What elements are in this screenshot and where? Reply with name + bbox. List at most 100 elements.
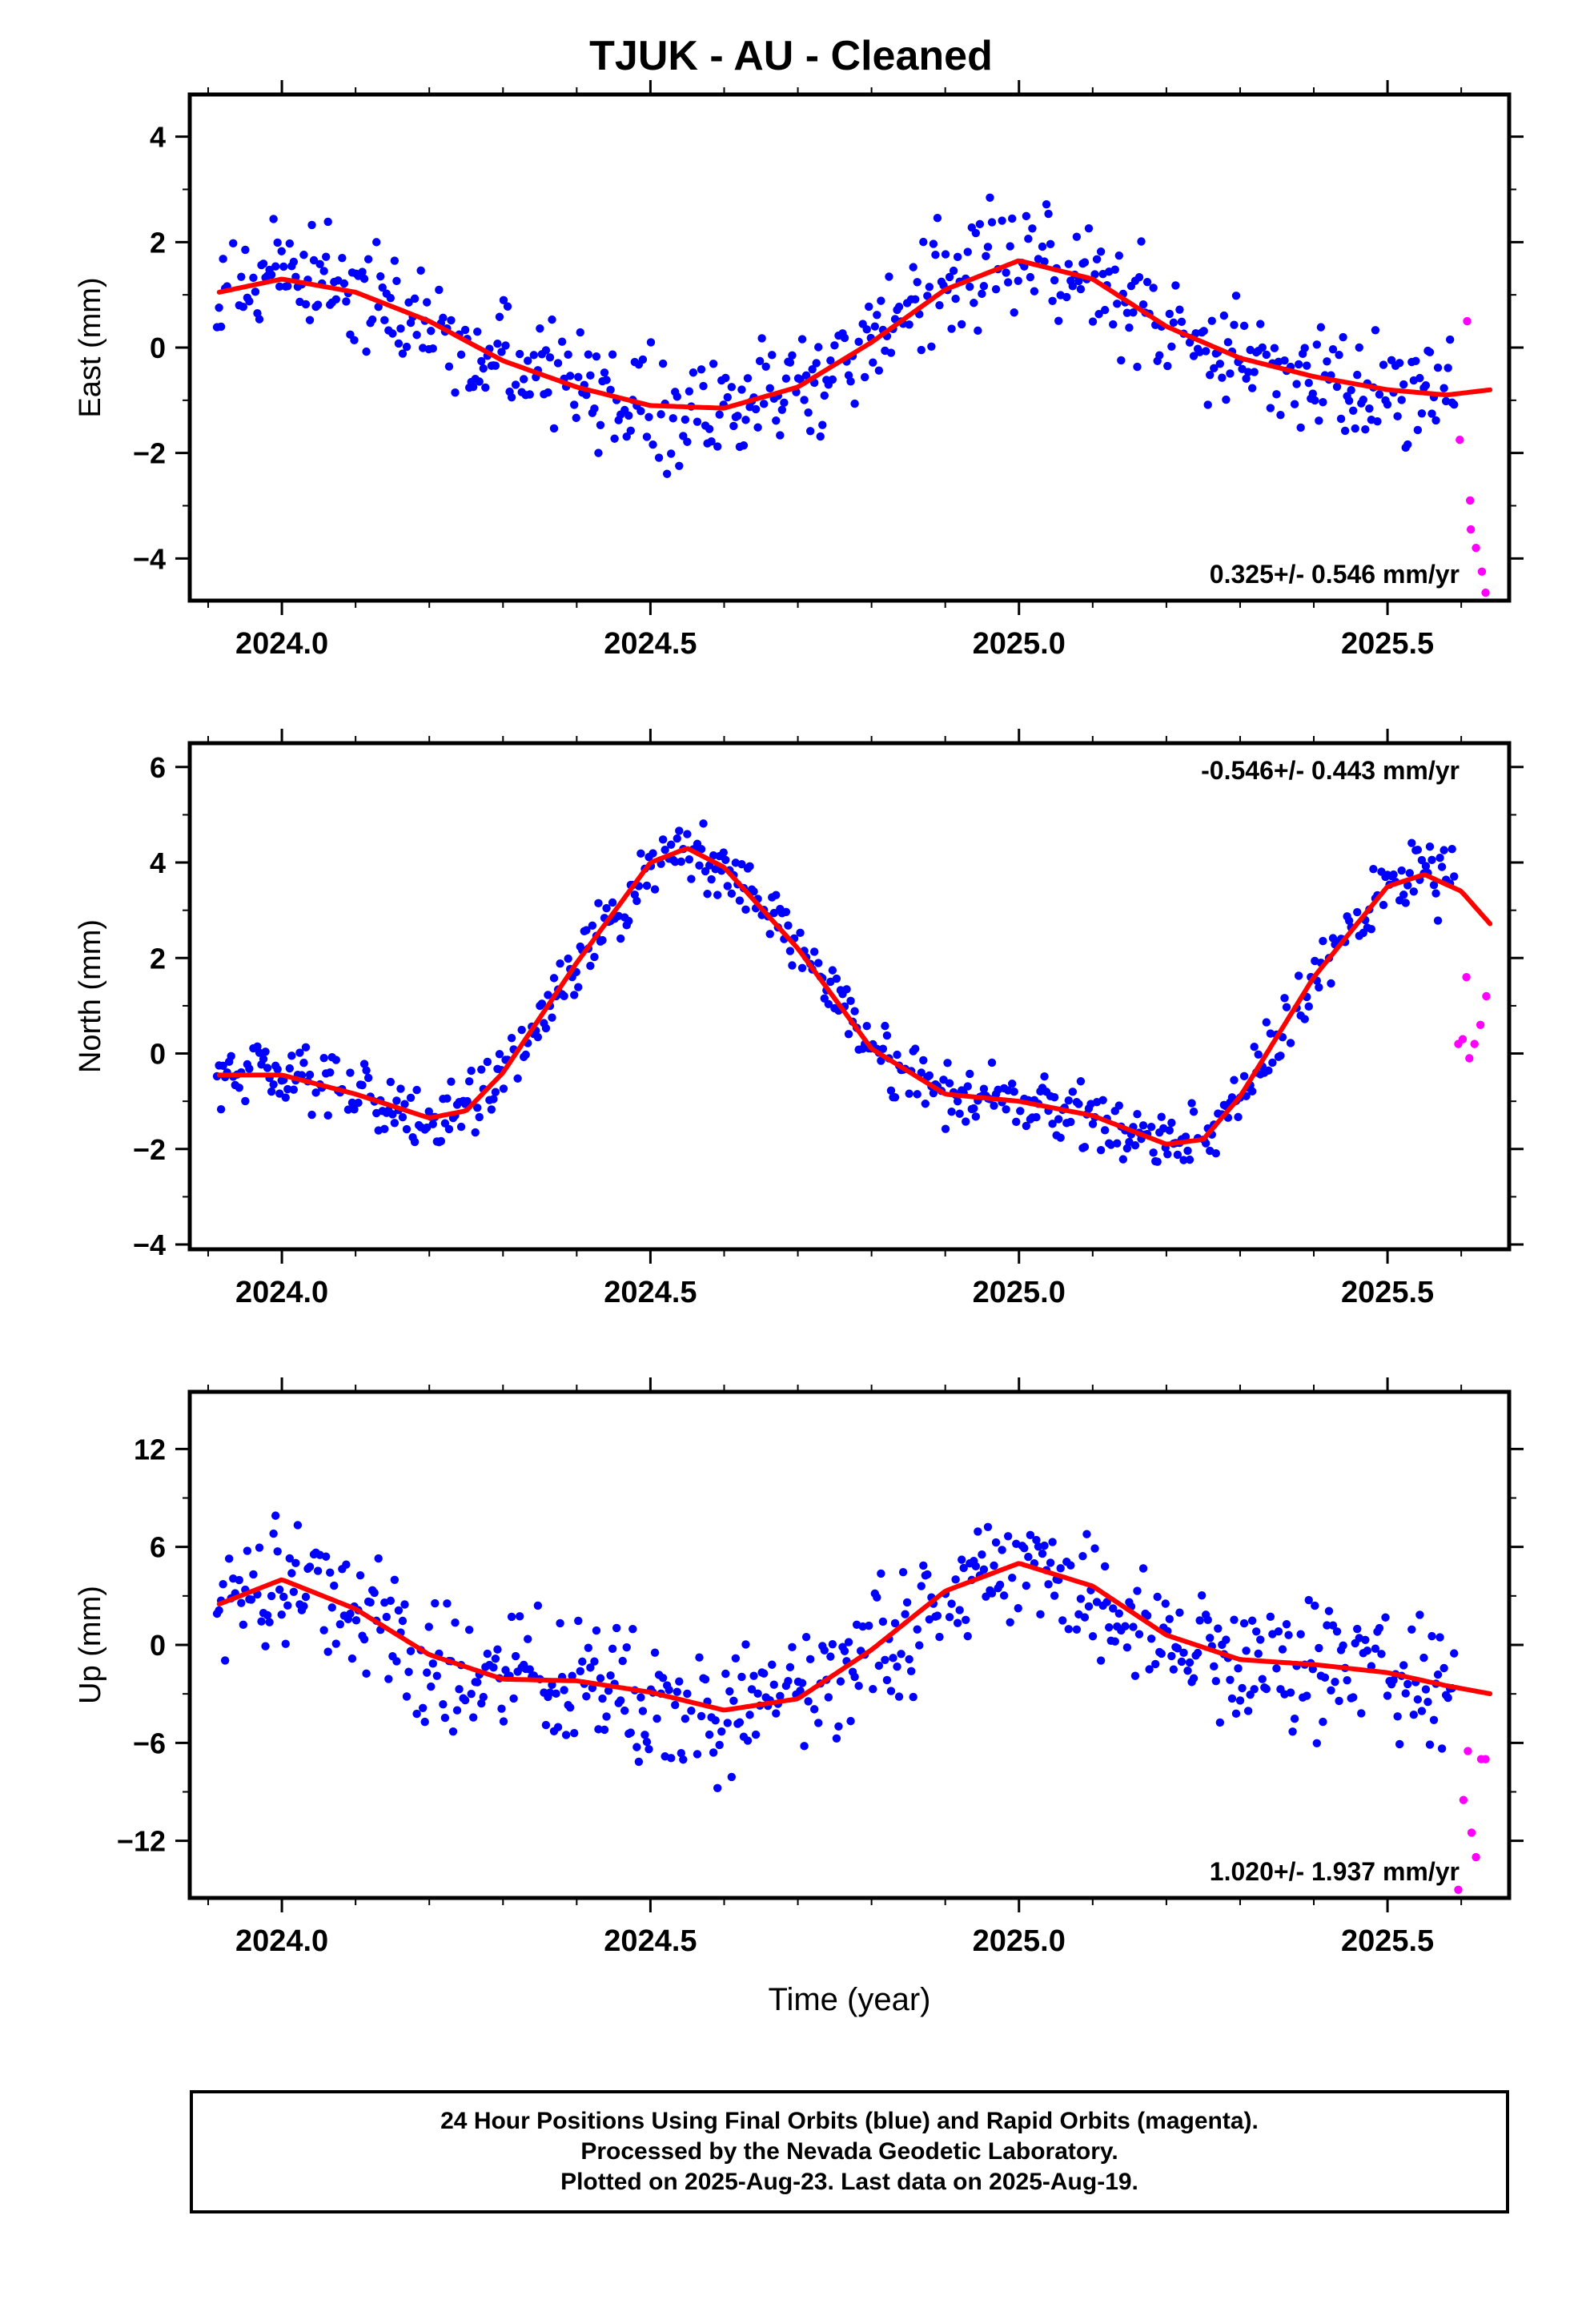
final-orbit-point [574,1616,583,1626]
final-orbit-point [1359,396,1367,404]
final-orbit-point [590,952,599,962]
final-orbit-point [1050,1591,1059,1600]
final-orbit-point [1389,870,1398,879]
final-orbit-point [905,1655,913,1664]
x-tick-label: 2025.0 [973,1924,1066,1958]
final-orbit-point [1068,282,1078,291]
final-orbit-point [428,344,437,353]
final-orbit-point [275,282,284,292]
final-orbit-point [1379,360,1388,369]
final-orbit-point [656,410,665,419]
final-orbit-point [261,1047,270,1056]
final-orbit-point [545,353,555,362]
final-orbit-point [1435,1633,1444,1642]
final-orbit-point [805,1655,815,1664]
final-orbit-point [665,1686,673,1695]
final-orbit-point [1304,379,1313,388]
final-orbit-point [224,1554,234,1563]
final-orbit-point [788,351,797,360]
final-orbit-point [874,366,884,375]
final-orbit-point [594,1725,603,1734]
final-orbit-point [741,1640,750,1649]
final-orbit-point [1044,209,1053,219]
final-orbit-point [1375,390,1384,399]
final-orbit-point [388,329,397,338]
final-orbit-point [1381,1613,1390,1622]
final-orbit-point [382,1612,391,1622]
final-orbit-point [289,257,299,267]
final-orbit-point [886,348,896,357]
final-orbit-point [586,961,595,971]
final-orbit-point [1425,1740,1435,1749]
final-orbit-point [380,1124,389,1133]
final-orbit-point [1185,1155,1195,1164]
final-orbit-point [572,413,580,423]
final-orbit-point [991,1538,1001,1547]
final-orbit-point [963,1631,972,1641]
final-orbit-point [642,432,652,441]
final-orbit-point [1319,398,1327,407]
final-orbit-point [1266,404,1275,412]
final-orbit-point [646,338,656,347]
final-orbit-point [1296,1630,1305,1638]
final-orbit-point [636,1693,645,1702]
final-orbit-point [755,356,765,366]
final-orbit-point [1235,1696,1245,1705]
final-orbit-point [394,1606,404,1615]
y-tick-label: 12 [134,1433,166,1466]
final-orbit-point [1179,1156,1188,1164]
final-orbit-point [436,1136,446,1146]
final-orbit-point [427,327,436,336]
final-orbit-point [1231,1709,1241,1719]
final-orbit-point [578,1657,587,1667]
final-orbit-point [1242,1647,1251,1655]
final-orbit-point [1324,1606,1334,1615]
final-orbit-point [323,1111,332,1120]
final-orbit-point [1175,305,1184,314]
final-orbit-point [448,1727,458,1736]
final-orbit-point [299,251,308,259]
final-orbit-point [751,404,761,414]
final-orbit-point [416,266,425,275]
final-orbit-point [309,255,319,265]
final-orbit-point [431,1598,440,1608]
final-orbit-point [491,361,500,370]
final-orbit-point [1113,1139,1122,1148]
final-orbit-point [1098,1096,1107,1104]
final-orbit-point [1092,255,1102,263]
final-orbit-point [1088,1120,1098,1128]
final-orbit-point [582,1692,591,1701]
final-orbit-point [1230,1615,1239,1624]
final-orbit-point [705,424,714,433]
final-orbit-point [693,417,702,426]
final-orbit-point [697,845,706,854]
final-orbit-point [1355,343,1363,352]
final-orbit-point [229,239,238,248]
final-orbit-point [703,890,712,899]
final-orbit-point [592,352,601,361]
final-orbit-point [467,1689,476,1699]
final-orbit-point [634,1757,644,1767]
final-orbit-point [489,1663,498,1672]
final-orbit-point [1080,1613,1090,1622]
final-orbit-point [1214,1624,1223,1633]
final-orbit-point [865,1621,873,1630]
final-orbit-point [307,220,316,230]
final-orbit-point [386,1077,396,1087]
final-orbit-point [966,1069,974,1079]
final-orbit-point [675,826,684,835]
final-orbit-point [1270,344,1279,352]
final-orbit-point [1010,1087,1018,1096]
final-orbit-point [917,345,926,355]
final-orbit-point [671,1700,680,1710]
final-orbit-point [549,424,559,433]
final-orbit-point [725,1687,734,1696]
final-orbit-point [626,1728,635,1737]
final-orbit-point [1347,385,1355,395]
final-orbit-point [840,333,849,343]
final-orbit-point [1403,440,1412,449]
final-orbit-point [440,1119,450,1128]
final-orbit-point [729,1696,738,1705]
final-orbit-point [1149,1148,1158,1157]
final-orbit-point [281,1639,290,1648]
